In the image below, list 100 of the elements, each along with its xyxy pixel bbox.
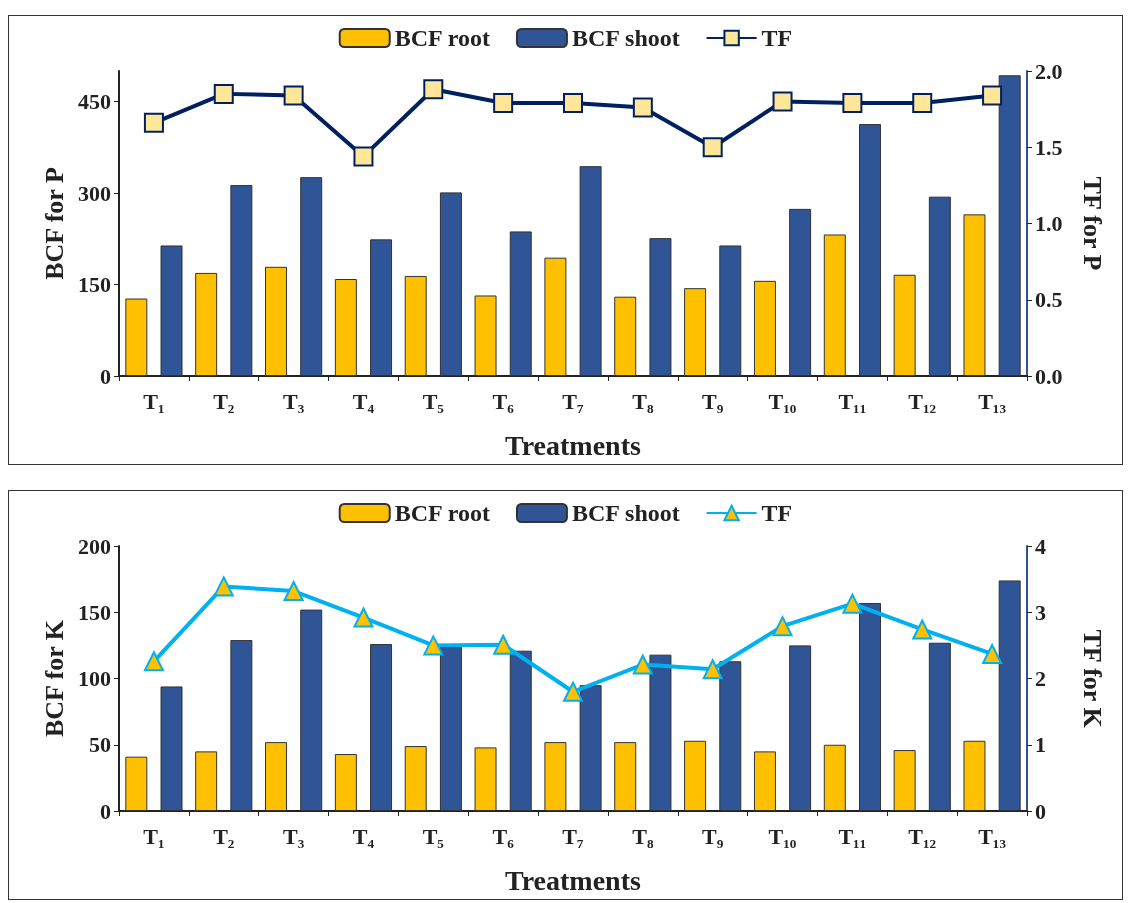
x-tick-label: T₁ xyxy=(143,388,165,414)
point xyxy=(842,93,863,114)
point xyxy=(842,593,863,614)
x-tick-label: T₂ xyxy=(213,823,235,849)
x-tick-label: T₁₀ xyxy=(768,823,797,849)
x-tick-label: T₆ xyxy=(492,388,515,414)
bar xyxy=(649,654,672,811)
x-tick-label: T₈ xyxy=(632,823,654,849)
x-tick-label: T₁ xyxy=(143,823,165,849)
bar xyxy=(823,234,846,376)
bar xyxy=(160,245,183,376)
y2-axis-title: TF for K xyxy=(1077,629,1107,729)
bar xyxy=(893,750,916,811)
bar xyxy=(474,295,497,376)
y2-tick-label: 1 xyxy=(1035,732,1046,758)
y2-tick-label: 1.0 xyxy=(1035,211,1063,236)
point xyxy=(213,83,234,104)
y-axis-title: BCF for P xyxy=(39,167,69,280)
x-tick-label: T₉ xyxy=(702,388,724,414)
bar xyxy=(753,751,776,811)
bar xyxy=(719,661,742,811)
point xyxy=(982,643,1003,664)
y-tick-label: 150 xyxy=(78,272,111,297)
legend-label: TF xyxy=(761,500,793,526)
point xyxy=(143,112,164,133)
x-tick-label: T₃ xyxy=(282,388,305,414)
x-tick-label: T₁₂ xyxy=(908,823,937,849)
y-axis-title: BCF for K xyxy=(39,619,69,737)
y2-tick-label: 0.0 xyxy=(1035,363,1063,389)
y-tick-label: 50 xyxy=(89,732,111,758)
bar xyxy=(649,238,672,376)
legend-label: BCF shoot xyxy=(571,25,680,51)
bar xyxy=(579,685,602,811)
x-tick-label: T₅ xyxy=(422,823,445,849)
x-tick-label: T₈ xyxy=(632,388,654,414)
x-tick-label: T₇ xyxy=(562,388,585,414)
x-tick-label: T₂ xyxy=(213,388,235,414)
point xyxy=(702,137,723,158)
x-axis-title: Treatments xyxy=(505,429,642,461)
x-tick-label: T₅ xyxy=(422,388,445,414)
x-tick-label: T₇ xyxy=(562,823,585,849)
bar xyxy=(753,280,776,376)
bar xyxy=(300,177,323,376)
point xyxy=(912,619,933,640)
bar xyxy=(614,742,637,811)
bar xyxy=(160,686,183,811)
y-tick-label: 150 xyxy=(78,599,111,625)
y-tick-label: 450 xyxy=(78,89,111,114)
bar xyxy=(334,754,357,811)
bar xyxy=(370,644,393,811)
x-tick-label: T₁₃ xyxy=(978,823,1007,849)
point xyxy=(423,635,444,656)
bar xyxy=(125,756,148,811)
bar xyxy=(509,650,532,811)
bar xyxy=(404,746,427,811)
x-axis-title: Treatments xyxy=(505,864,642,896)
point xyxy=(423,79,444,100)
bar xyxy=(928,642,951,811)
bar xyxy=(684,288,707,376)
bar xyxy=(998,75,1021,376)
bar xyxy=(789,208,812,376)
bar xyxy=(265,742,288,811)
y2-tick-label: 3 xyxy=(1035,599,1046,625)
x-tick-label: T₄ xyxy=(352,388,375,414)
y2-tick-label: 0 xyxy=(1035,798,1046,824)
point xyxy=(283,581,304,602)
bar xyxy=(963,214,986,376)
bar xyxy=(474,747,497,811)
y-tick-label: 100 xyxy=(78,666,111,691)
point xyxy=(982,85,1003,106)
bar xyxy=(404,275,427,376)
y-tick-label: 200 xyxy=(78,533,111,559)
bar xyxy=(893,274,916,376)
y2-tick-label: 4 xyxy=(1035,533,1046,559)
bar xyxy=(858,602,881,811)
bar xyxy=(370,239,393,376)
legend-label: TF xyxy=(761,25,793,51)
x-tick-label: T₃ xyxy=(282,823,305,849)
point xyxy=(563,681,583,702)
x-tick-label: T₁₁ xyxy=(838,823,867,849)
point xyxy=(143,651,164,672)
point xyxy=(493,634,514,655)
bar xyxy=(439,646,462,811)
bar xyxy=(265,266,288,376)
x-tick-label: T₁₀ xyxy=(768,388,797,414)
point xyxy=(702,659,723,680)
point xyxy=(632,654,653,675)
point xyxy=(353,146,374,167)
bar xyxy=(195,272,218,376)
bar xyxy=(230,185,253,376)
point xyxy=(213,576,234,597)
y2-tick-label: 0.5 xyxy=(1035,287,1063,313)
bar xyxy=(789,645,812,811)
y2-axis-title: TF for P xyxy=(1077,176,1107,271)
point xyxy=(493,93,514,114)
bar xyxy=(684,740,707,811)
bar xyxy=(230,640,253,811)
bar xyxy=(823,744,846,811)
bar xyxy=(544,257,567,376)
bar xyxy=(928,196,951,376)
